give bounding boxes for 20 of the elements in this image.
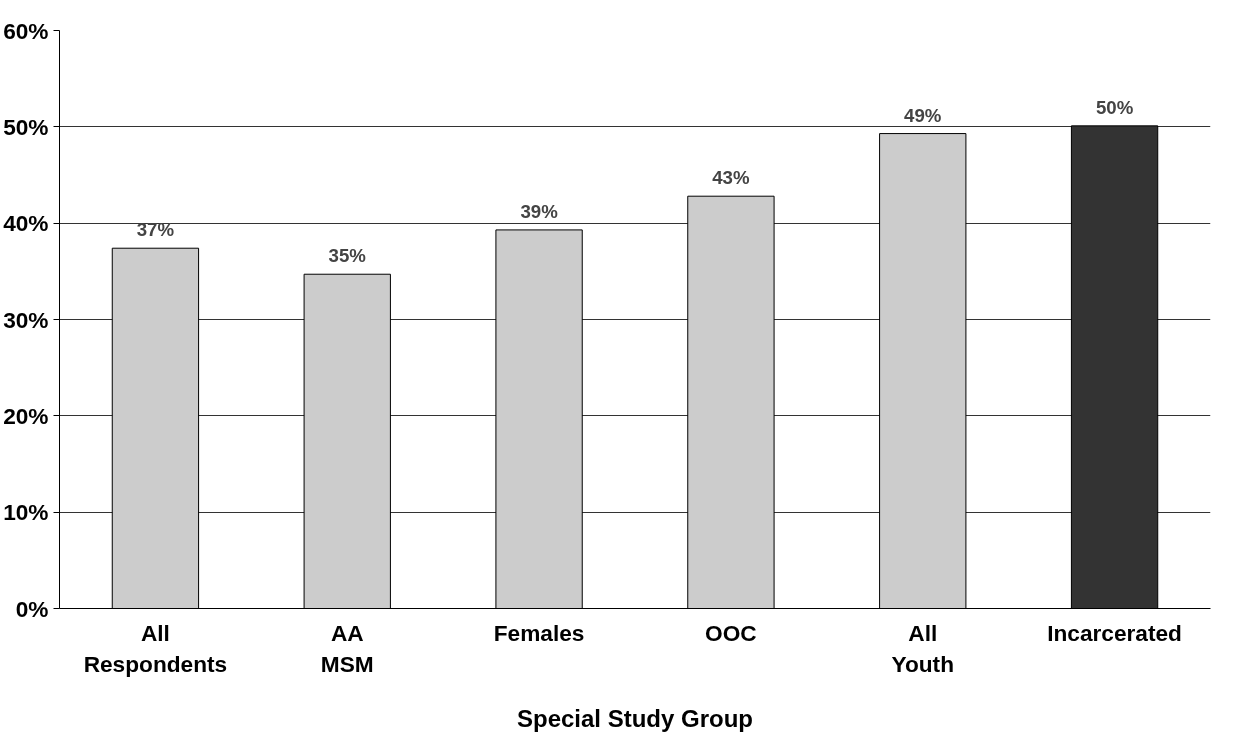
data-label: 37%	[136, 219, 175, 241]
x-tick-label: OOC	[705, 619, 757, 646]
y-tick-label: 60%	[3, 17, 49, 44]
data-label: 50%	[1095, 96, 1134, 118]
data-label: 49%	[904, 104, 942, 126]
x-tick-label: All Respondents	[83, 619, 228, 677]
y-tick-label: 0%	[15, 595, 49, 622]
data-label: 43%	[712, 167, 750, 189]
data-label: 35%	[328, 245, 367, 267]
y-tick-label: 10%	[3, 499, 49, 526]
x-tick-label: Incarcerated	[1047, 619, 1182, 646]
y-tick-label: 40%	[3, 210, 49, 237]
y-tick-label: 30%	[3, 306, 49, 333]
x-tick-label: All Youth	[891, 619, 954, 677]
y-tick-label: 20%	[3, 402, 49, 429]
data-label: 39%	[520, 200, 559, 222]
y-tick-label: 50%	[3, 113, 49, 140]
x-tick-label: Females	[493, 619, 585, 646]
x-tick-label: AA MSM	[320, 619, 374, 677]
x-axis-title: Special Study Group	[516, 704, 754, 732]
